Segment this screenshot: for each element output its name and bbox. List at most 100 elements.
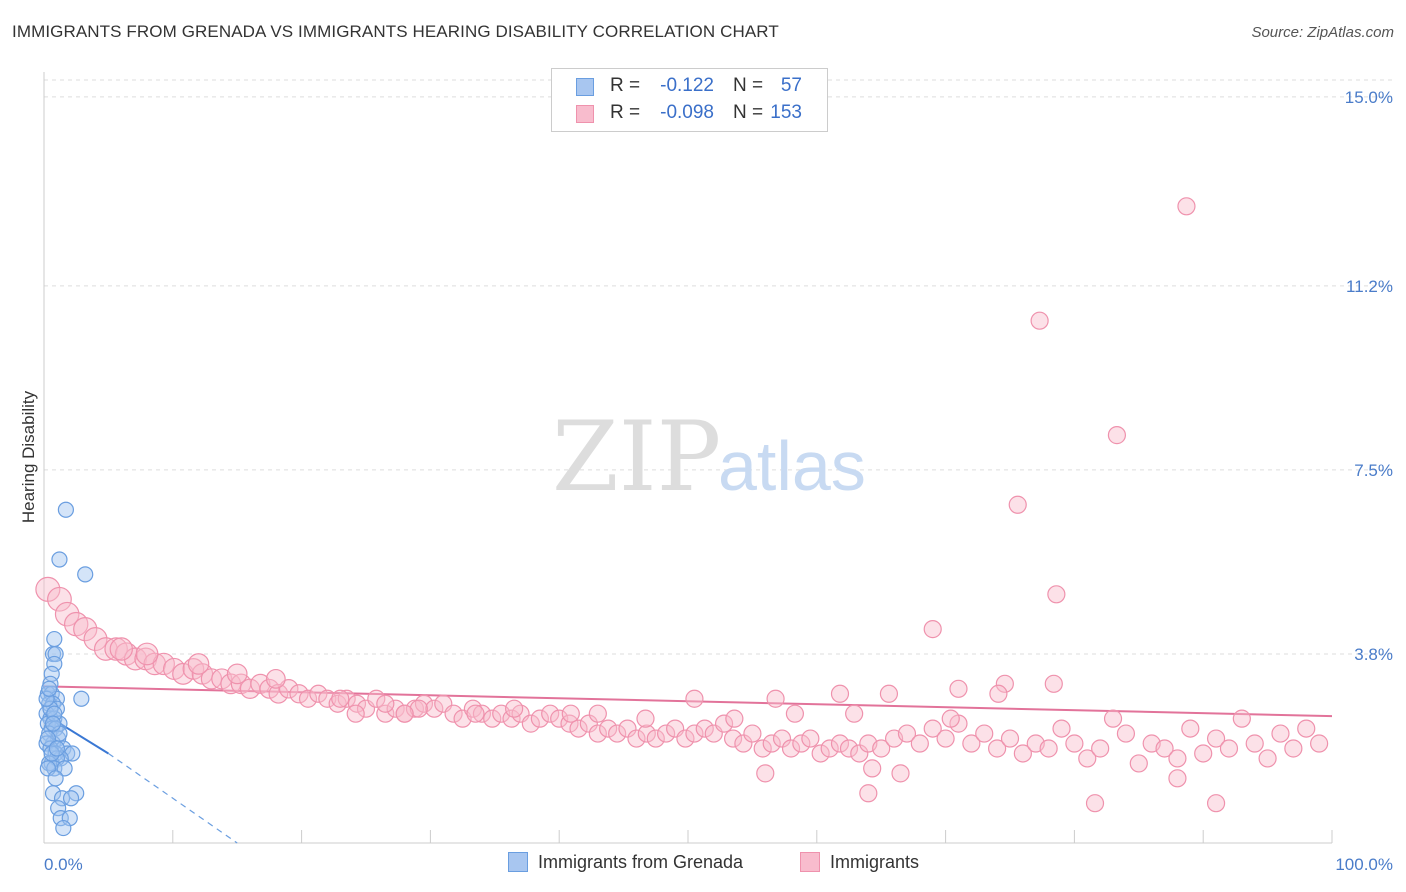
immigrants-point bbox=[1181, 719, 1200, 738]
immigrants-point bbox=[766, 689, 785, 708]
immigrants-point bbox=[1052, 719, 1071, 738]
immigrants-point bbox=[734, 734, 753, 753]
immigrants-point bbox=[505, 699, 524, 718]
immigrants-point bbox=[1091, 739, 1110, 758]
immigrants-point bbox=[995, 674, 1014, 693]
immigrants-point bbox=[226, 663, 248, 685]
immigrants-point bbox=[962, 734, 981, 753]
immigrants-point bbox=[1065, 734, 1084, 753]
immigrants-point bbox=[172, 662, 195, 685]
bottom-legend-grenada: Immigrants from Grenada bbox=[508, 852, 743, 873]
immigrants-point bbox=[897, 724, 917, 743]
immigrants-point bbox=[1039, 739, 1058, 758]
immigrants-point bbox=[627, 729, 646, 748]
immigrants-point bbox=[820, 739, 839, 758]
grenada-point bbox=[77, 566, 94, 583]
bottom-legend-label-grenada: Immigrants from Grenada bbox=[538, 852, 744, 872]
immigrants-point bbox=[109, 637, 133, 661]
grenada-point bbox=[55, 819, 72, 837]
immigrants-point bbox=[187, 653, 210, 675]
x-tick-label: 100.0% bbox=[1335, 855, 1393, 874]
bottom-legend-label-immigrants: Immigrants bbox=[830, 852, 920, 872]
correlation-legend: R = -0.122 N = 57 R = -0.098 N = 153 bbox=[551, 68, 828, 132]
grenada-point bbox=[47, 770, 64, 787]
immigrants-point bbox=[725, 709, 744, 728]
immigrants-point bbox=[989, 684, 1008, 703]
immigrants-point bbox=[1116, 724, 1136, 743]
immigrants-point bbox=[550, 709, 569, 728]
immigrants-point bbox=[541, 704, 560, 723]
immigrants-point bbox=[685, 689, 704, 708]
immigrants-point bbox=[949, 679, 968, 698]
immigrants-point bbox=[579, 714, 598, 733]
immigrants-point bbox=[1297, 719, 1316, 738]
immigrants-point bbox=[54, 601, 80, 627]
immigrants-point bbox=[1310, 734, 1329, 753]
immigrants-point bbox=[676, 729, 695, 748]
immigrants-point bbox=[839, 739, 859, 758]
immigrants-point bbox=[845, 704, 864, 723]
immigrants-point bbox=[337, 689, 356, 708]
immigrants-point bbox=[1168, 769, 1187, 788]
immigrants-point bbox=[483, 709, 502, 728]
tick-labels: 3.8% 7.5% 11.2% 15.0% 0.0% 100.0% bbox=[44, 88, 1393, 874]
bottom-legend-immigrants: Immigrants bbox=[800, 852, 919, 873]
y-tick-label: 15.0% bbox=[1345, 88, 1393, 107]
y-tick-label: 11.2% bbox=[1346, 277, 1393, 296]
legend-n-label: N = bbox=[733, 75, 764, 96]
chart-title: IMMIGRANTS FROM GRENADA VS IMMIGRANTS HE… bbox=[12, 22, 779, 41]
watermark: ZIP atlas bbox=[552, 401, 866, 513]
immigrants-point bbox=[1013, 744, 1032, 763]
immigrants-point bbox=[289, 684, 309, 704]
immigrants-point bbox=[785, 704, 805, 723]
grenada-point bbox=[50, 800, 67, 817]
immigrants-point bbox=[405, 699, 425, 718]
grenada-point bbox=[61, 810, 78, 827]
data-points bbox=[35, 197, 1329, 837]
immigrants-point bbox=[1044, 674, 1063, 693]
immigrants-point bbox=[872, 739, 891, 758]
legend-r-value: -0.122 bbox=[660, 75, 714, 96]
immigrants-point bbox=[1085, 794, 1105, 813]
immigrants-point bbox=[1258, 749, 1277, 768]
immigrants-point bbox=[1271, 724, 1290, 743]
legend-swatch-grenada bbox=[576, 78, 594, 96]
immigrants-point bbox=[73, 616, 98, 642]
immigrants-point bbox=[1000, 729, 1020, 748]
immigrants-point bbox=[376, 694, 395, 713]
legend-n-value: 57 bbox=[780, 75, 802, 96]
grenada-point bbox=[38, 690, 55, 707]
immigrants-point bbox=[309, 684, 328, 703]
immigrants-point bbox=[376, 704, 395, 723]
immigrants-point bbox=[1078, 749, 1097, 768]
immigrants-point bbox=[636, 709, 655, 728]
immigrants-point bbox=[298, 689, 318, 708]
immigrants-point bbox=[762, 734, 781, 753]
grenada-point bbox=[52, 810, 69, 827]
immigrants-point bbox=[599, 719, 618, 738]
immigrants-point bbox=[1206, 729, 1226, 748]
x-tick-label: 0.0% bbox=[44, 855, 83, 874]
legend-n-label: N = bbox=[733, 102, 764, 123]
immigrants-point bbox=[695, 719, 714, 738]
immigrants-point bbox=[891, 764, 910, 783]
gridlines bbox=[44, 79, 1392, 843]
grenada-point bbox=[56, 760, 73, 777]
immigrants-point bbox=[83, 627, 108, 652]
immigrants-point bbox=[346, 704, 365, 723]
immigrants-point bbox=[923, 719, 942, 738]
immigrants-point bbox=[685, 724, 704, 743]
immigrants-point bbox=[1030, 311, 1049, 330]
immigrants-point bbox=[444, 704, 463, 723]
y-tick-label: 7.5% bbox=[1354, 461, 1393, 480]
immigrants-point bbox=[135, 642, 159, 666]
immigrants-point bbox=[386, 699, 405, 718]
immigrants-point bbox=[988, 739, 1007, 758]
immigrants-point bbox=[331, 689, 350, 708]
immigrants-point bbox=[1047, 585, 1066, 604]
immigrants-point bbox=[265, 668, 286, 689]
immigrants-point bbox=[328, 694, 347, 713]
immigrants-point bbox=[1232, 709, 1251, 728]
grenada-trend-extension bbox=[108, 752, 238, 844]
